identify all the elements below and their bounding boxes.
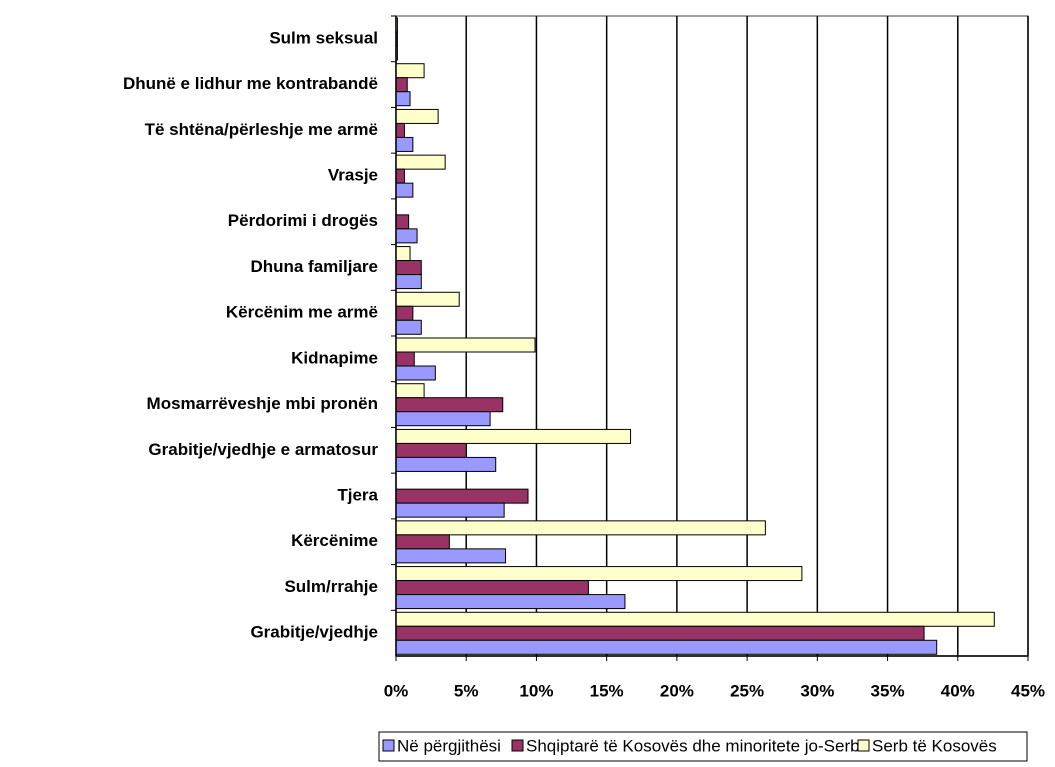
x-tick-label: 30% <box>800 681 834 700</box>
bar <box>395 108 439 124</box>
bar <box>395 502 505 518</box>
bar <box>395 214 410 230</box>
bar <box>395 246 411 262</box>
x-tick-label: 25% <box>730 681 764 700</box>
bar <box>395 365 436 381</box>
bar <box>395 319 422 335</box>
x-tick-label: 5% <box>454 681 479 700</box>
legend-swatch <box>382 739 395 752</box>
legend-swatch <box>511 739 524 752</box>
bar <box>395 182 414 198</box>
x-tick-label: 0% <box>384 681 409 700</box>
bar <box>395 154 446 170</box>
y-tick-label: Grabitje/vjedhje <box>250 623 378 642</box>
bar <box>395 488 529 504</box>
legend-label: Serb të Kosovës <box>872 736 997 755</box>
bar <box>395 456 497 472</box>
x-tick-label: 20% <box>660 681 694 700</box>
y-tick-label: Sulm/rrahje <box>284 577 378 596</box>
bar <box>395 548 507 564</box>
bar <box>395 594 626 610</box>
bar <box>395 122 405 138</box>
y-tick-label: Kërcënime <box>291 531 378 550</box>
bar <box>395 625 925 641</box>
bar <box>395 520 766 536</box>
y-tick-label: Të shtëna/përleshje me armë <box>145 120 378 139</box>
bar <box>395 77 408 93</box>
bar <box>395 91 411 107</box>
y-tick-label: Mosmarrëveshje mbi pronën <box>147 394 378 413</box>
y-tick-label: Grabitje/vjedhje e armatosur <box>148 440 378 459</box>
x-tick-label: 35% <box>871 681 905 700</box>
bar <box>395 337 536 353</box>
y-tick-label: Sulm seksual <box>269 28 378 47</box>
x-tick-label: 40% <box>941 681 975 700</box>
bar <box>395 136 414 152</box>
bar <box>395 351 415 367</box>
x-tick-label: 15% <box>590 681 624 700</box>
bar <box>395 428 632 444</box>
legend-swatch <box>857 739 870 752</box>
legend-label: Në përgjithësi <box>397 736 501 755</box>
bar <box>395 639 938 655</box>
bar <box>395 442 467 458</box>
x-tick-label: 10% <box>519 681 553 700</box>
legend <box>378 731 1028 762</box>
y-tick-label: Kërcënim me armë <box>226 303 378 322</box>
y-tick-label: Vrasje <box>328 165 378 184</box>
bar <box>395 580 589 596</box>
bar <box>395 228 418 244</box>
y-tick-label: Përdorimi i drogës <box>228 211 378 230</box>
bar <box>395 274 422 290</box>
bar <box>395 534 450 550</box>
y-tick-label: Dhuna familjare <box>250 257 378 276</box>
legend-label: Shqiptarë të Kosovës dhe minoritete jo-S… <box>526 736 869 755</box>
bar <box>395 383 425 399</box>
x-tick-label: 45% <box>1011 681 1045 700</box>
y-tick-label: Dhunë e lidhur me kontrabandë <box>123 74 378 93</box>
bar <box>395 611 995 627</box>
bar <box>395 168 405 184</box>
y-tick-label: Kidnapime <box>291 348 378 367</box>
bar <box>395 397 504 413</box>
bar <box>395 291 460 307</box>
bar <box>395 305 414 321</box>
bar <box>395 260 422 276</box>
bar <box>395 566 803 582</box>
y-tick-label: Tjera <box>337 485 378 504</box>
bar <box>395 63 425 79</box>
bar <box>395 411 491 427</box>
